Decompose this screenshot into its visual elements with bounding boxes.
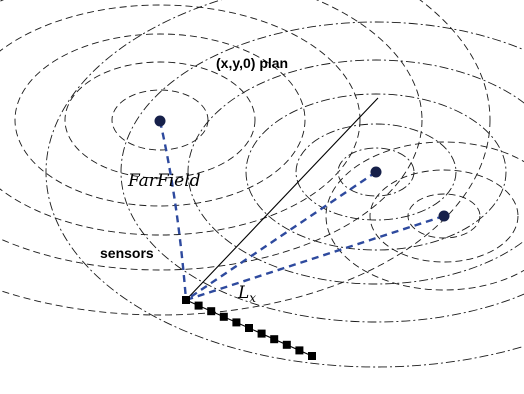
wavefront-ring xyxy=(120,21,524,323)
array-length-label: Lx xyxy=(237,283,256,305)
sensor xyxy=(308,352,316,360)
wavefront-ring xyxy=(111,89,209,151)
sensor xyxy=(295,346,304,355)
wavefront-ring xyxy=(14,33,306,207)
sensor xyxy=(270,335,279,344)
sensor xyxy=(182,296,190,304)
wavefront-ring xyxy=(0,0,491,316)
sensor xyxy=(282,340,291,349)
wavefront-ring xyxy=(337,147,415,197)
array-length-sub: x xyxy=(249,291,256,305)
sensors-label: sensors xyxy=(100,245,154,261)
wavefront-ring xyxy=(369,169,519,263)
sensor xyxy=(207,307,216,316)
plane-label: (x,y,0) plan xyxy=(216,55,288,71)
far-field-label: FarField xyxy=(127,171,201,191)
source-3 xyxy=(438,210,450,222)
path-source-2 xyxy=(185,171,377,301)
sensor-array xyxy=(182,296,316,360)
sources xyxy=(154,115,450,222)
array-length-main: L xyxy=(237,283,249,303)
wavefronts-source-1 xyxy=(0,0,491,316)
sensor xyxy=(219,312,228,321)
source-1 xyxy=(154,115,166,127)
sensor xyxy=(194,301,203,310)
path-source-3 xyxy=(185,214,445,302)
wavefront-ring xyxy=(407,193,481,239)
wavefront-ring xyxy=(325,141,524,291)
wavefront-ring xyxy=(245,93,507,251)
wavefront-ring xyxy=(187,59,524,285)
wavefront-ring xyxy=(295,123,457,221)
source-2 xyxy=(370,166,382,178)
path-source-1 xyxy=(158,120,188,301)
wavefront-ring xyxy=(45,0,524,368)
sensor xyxy=(257,329,266,338)
sensor xyxy=(245,324,253,332)
wavefront-ring xyxy=(64,61,256,179)
wavefront-ring xyxy=(0,0,423,271)
sensor xyxy=(232,318,241,327)
wavefront-ring xyxy=(0,4,361,236)
reference-line xyxy=(185,97,379,301)
wavefronts-source-3 xyxy=(325,141,524,291)
wavefronts-source-2 xyxy=(45,0,524,368)
